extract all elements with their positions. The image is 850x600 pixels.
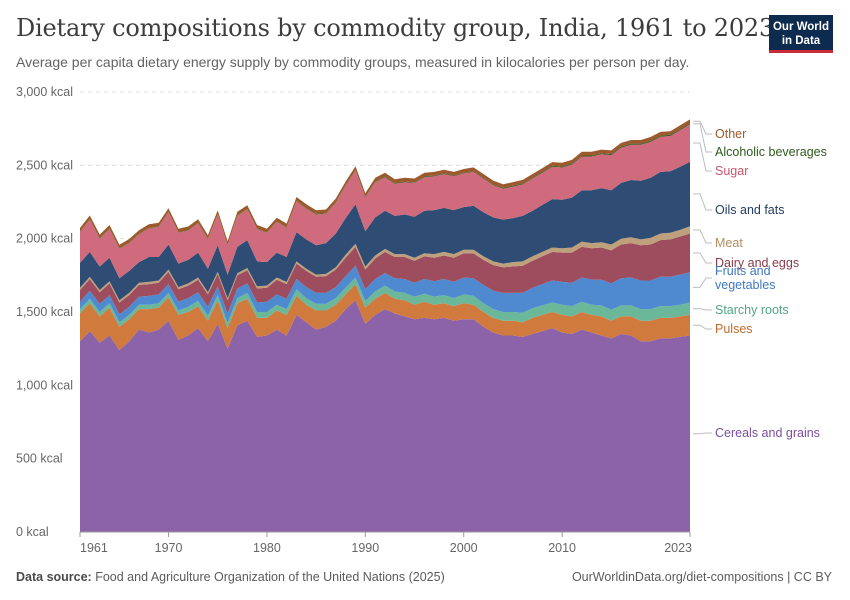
y-tick-label: 500 kcal: [16, 452, 63, 466]
legend-connector-sugar: [693, 142, 712, 172]
data-source: Data source: Food and Agriculture Organi…: [16, 570, 445, 584]
area-cereals-and-grains: [80, 300, 690, 532]
legend-connector-cereals-and-grains: [693, 432, 712, 435]
x-tick-label: 2010: [548, 541, 576, 555]
data-source-text: Food and Agriculture Organization of the…: [95, 570, 445, 584]
x-tick-label: 1961: [80, 541, 108, 555]
chart-title: Dietary compositions by commodity group,…: [16, 14, 775, 42]
legend-label-other: Other: [715, 127, 746, 141]
owid-logo[interactable]: Our World in Data: [769, 15, 833, 53]
area-dairy-and-eggs: [80, 233, 690, 315]
legend-label-starchy-roots: Starchy roots: [715, 303, 789, 317]
legend-connector-oils-and-fats: [693, 193, 712, 211]
logo-line-2: in Data: [781, 34, 821, 47]
legend-connector-fruits-and-vegetables: [693, 277, 712, 288]
y-tick-label: 0 kcal: [16, 525, 49, 539]
chart-subtitle: Average per capita dietary energy supply…: [16, 54, 690, 70]
area-fruits-and-vegetables: [80, 265, 690, 323]
legend-connector-pulses: [693, 324, 712, 330]
legend-connector-other: [693, 120, 712, 135]
x-tick-label: 1980: [253, 541, 281, 555]
source-url-link[interactable]: OurWorldinData.org/diet-compositions | C…: [571, 570, 832, 584]
legend-label-sugar: Sugar: [715, 164, 748, 178]
legend-label-alcoholic-beverages: Alcoholic beverages: [715, 145, 827, 159]
area-oils-and-fats: [80, 161, 690, 301]
legend-connector-starchy-roots: [693, 308, 712, 311]
y-tick-label: 1,500 kcal: [16, 305, 73, 319]
area-pulses: [80, 284, 690, 351]
legend-label-pulses: Pulses: [715, 322, 753, 336]
y-tick-label: 2,500 kcal: [16, 158, 73, 172]
legend-label-cereals-and-grains: Cereals and grains: [715, 426, 820, 440]
legend-connector-alcoholic-beverages: [693, 123, 712, 153]
y-tick-label: 2,000 kcal: [16, 232, 73, 246]
y-tick-label: 1,000 kcal: [16, 378, 73, 392]
logo-line-1: Our World: [772, 20, 829, 33]
x-tick-label: 2000: [450, 541, 478, 555]
x-tick-label: 1970: [155, 541, 183, 555]
legend-label-fruits-and-vegetables: Fruits and: [715, 264, 771, 278]
legend-connector-dairy-and-eggs: [693, 252, 712, 264]
legend-label-dairy-and-eggs: Dairy and eggs: [715, 256, 799, 270]
x-tick-label: 1990: [351, 541, 379, 555]
x-tick-label: 2023: [664, 541, 692, 555]
legend-label-fruits-and-vegetables-line2: vegetables: [715, 278, 775, 292]
legend-connector-meat: [693, 229, 712, 244]
area-starchy-roots: [80, 277, 690, 329]
legend-label-oils-and-fats: Oils and fats: [715, 203, 784, 217]
legend-label-meat: Meat: [715, 236, 743, 250]
area-sugar: [80, 124, 690, 279]
y-tick-label: 3,000 kcal: [16, 85, 73, 99]
data-source-label: Data source:: [16, 570, 92, 584]
